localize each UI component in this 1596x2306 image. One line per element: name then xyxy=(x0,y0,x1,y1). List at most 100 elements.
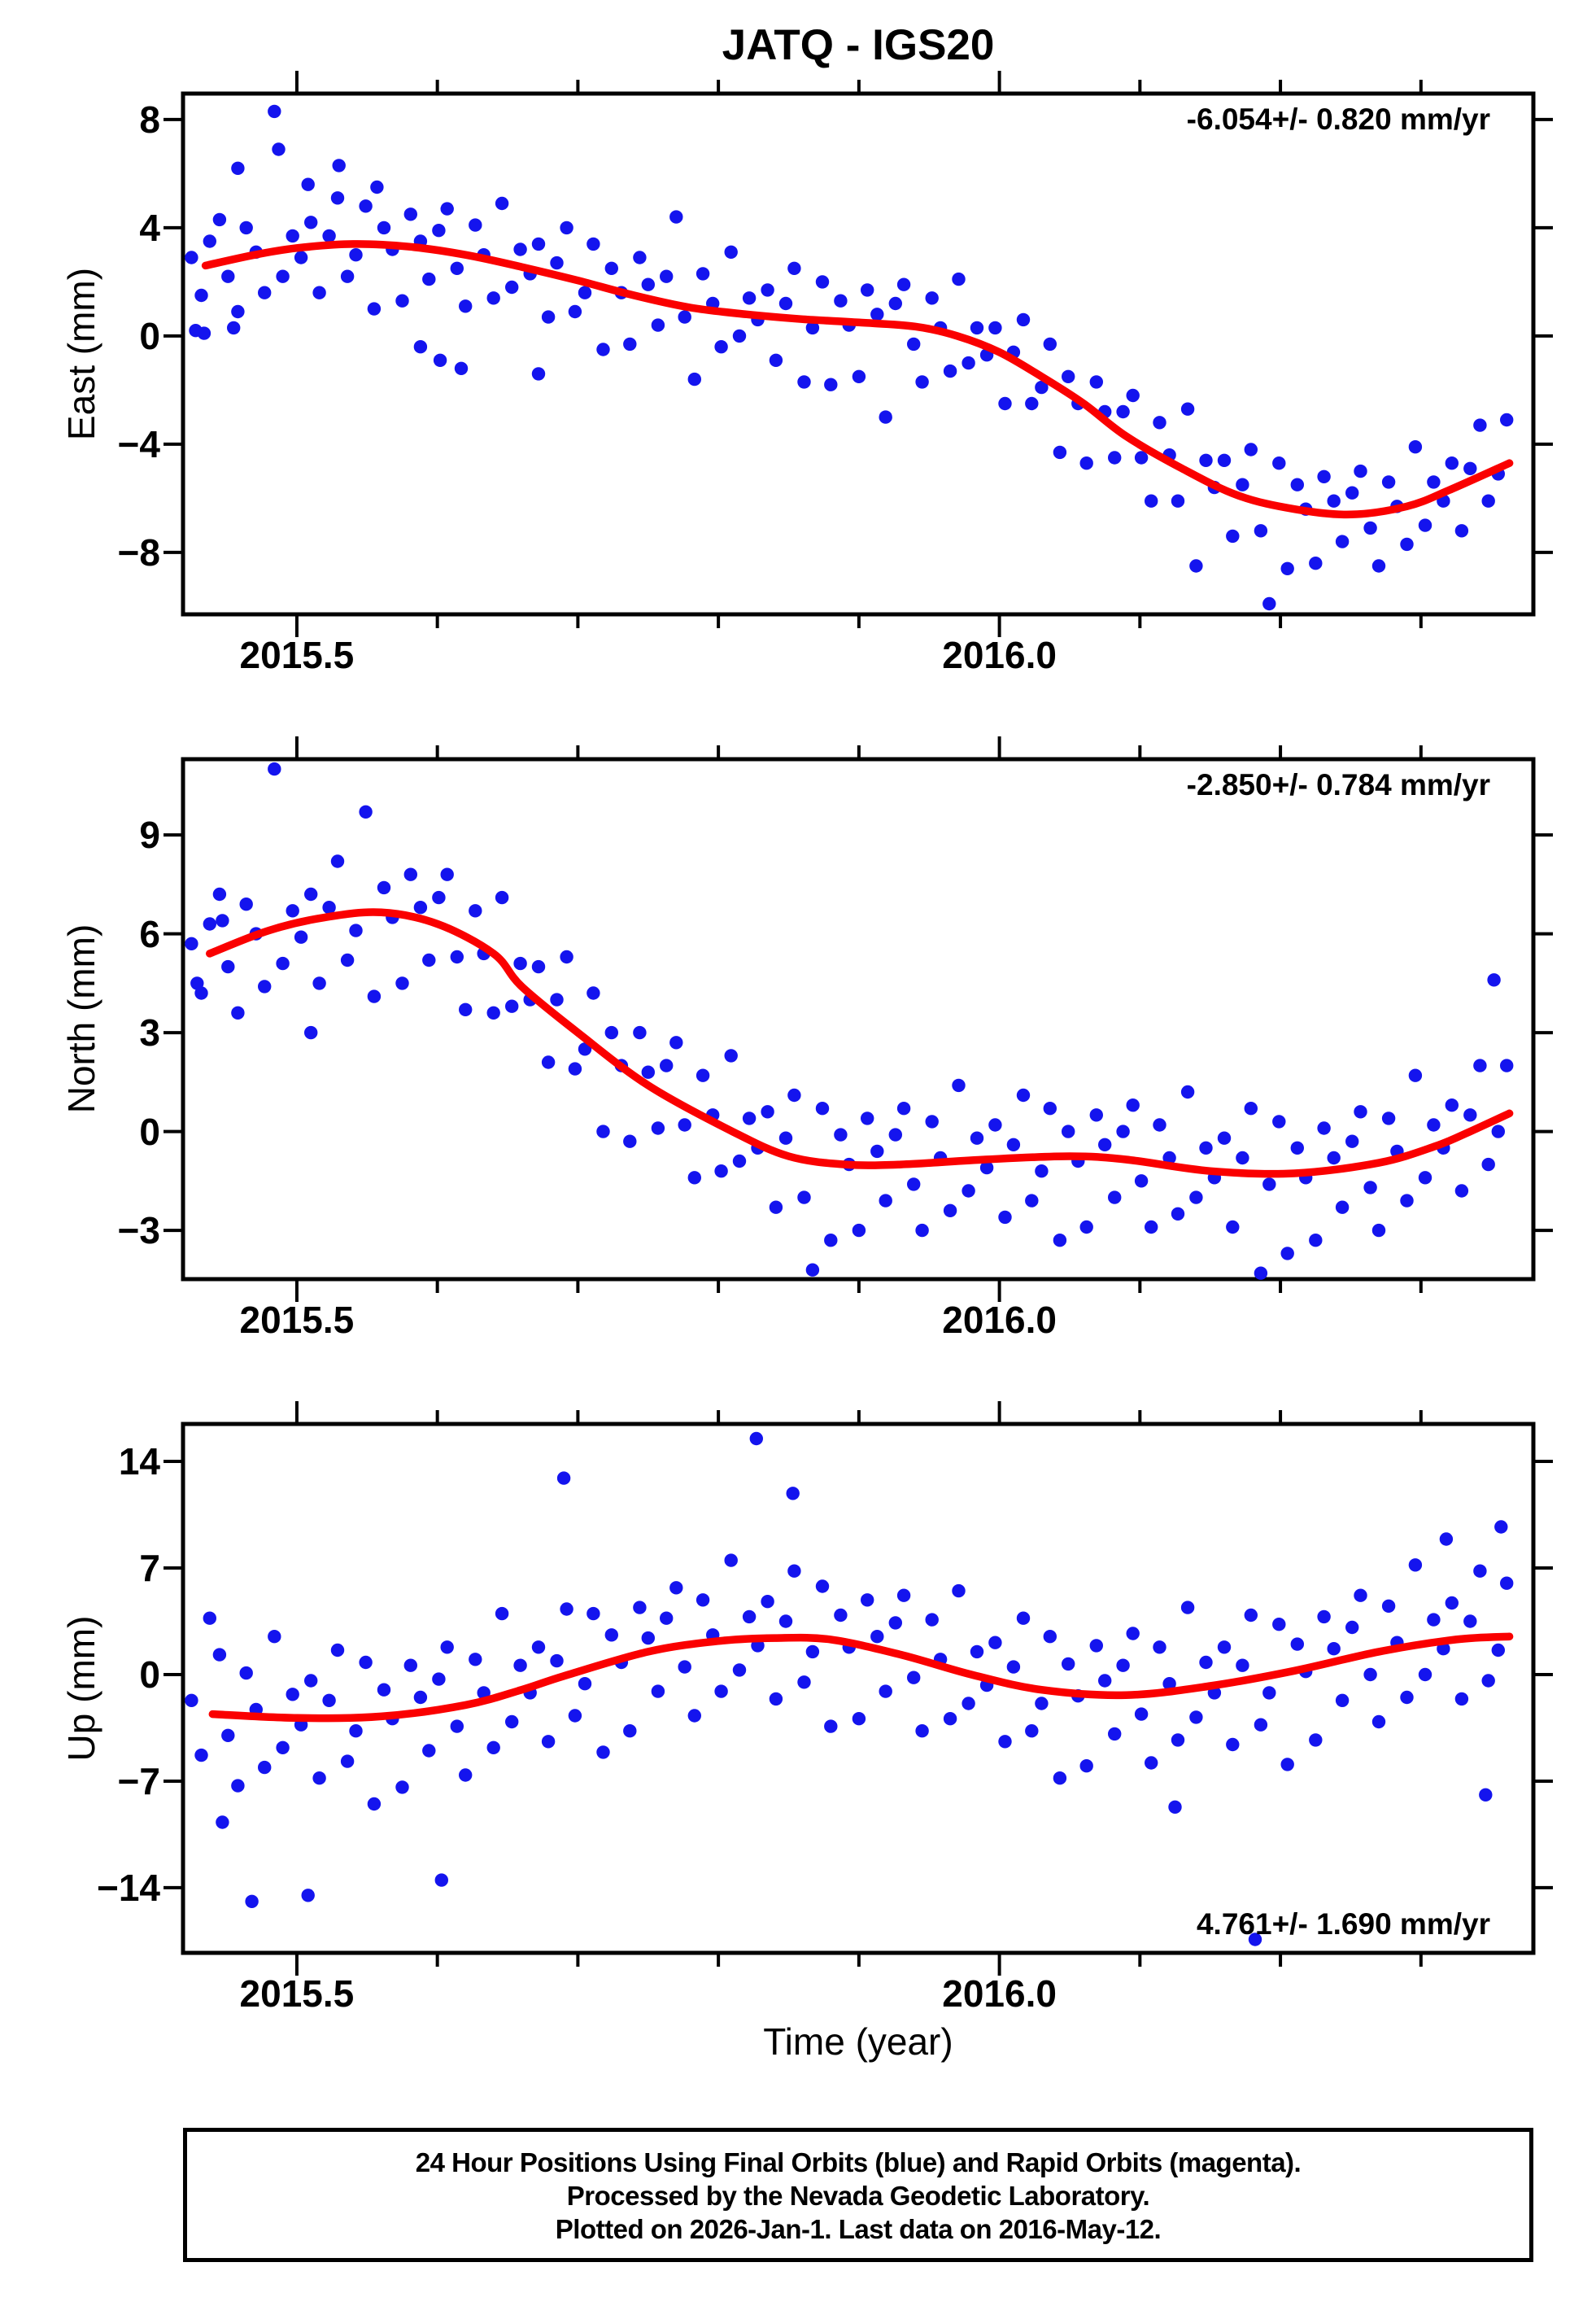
data-point xyxy=(304,1025,318,1040)
data-point xyxy=(769,1200,783,1214)
data-point xyxy=(286,229,299,243)
data-point xyxy=(1487,973,1501,987)
data-point xyxy=(1116,1658,1130,1672)
data-point xyxy=(276,1740,290,1754)
data-point xyxy=(227,321,241,335)
data-point xyxy=(403,867,417,881)
data-point xyxy=(732,1663,747,1677)
data-point xyxy=(495,196,509,211)
x-tick-label-east: 2015.5 xyxy=(239,634,355,676)
data-point xyxy=(1327,1151,1341,1165)
data-point xyxy=(1290,1637,1305,1651)
data-point xyxy=(787,261,801,275)
data-point xyxy=(258,286,272,299)
data-point xyxy=(322,1693,336,1707)
data-point xyxy=(633,251,647,264)
data-point xyxy=(194,288,208,303)
data-point xyxy=(312,976,326,990)
data-point xyxy=(1381,475,1396,489)
data-point xyxy=(1062,1125,1075,1138)
data-point xyxy=(432,1672,446,1686)
data-point xyxy=(742,291,757,305)
data-point xyxy=(1371,1714,1386,1729)
data-point xyxy=(660,1611,674,1625)
data-point xyxy=(669,1581,683,1595)
data-point xyxy=(1199,1655,1213,1670)
data-point xyxy=(1189,1190,1203,1204)
data-point xyxy=(1445,1098,1459,1112)
data-point xyxy=(294,930,308,944)
data-point xyxy=(1354,464,1367,478)
data-point xyxy=(1053,445,1067,460)
data-point xyxy=(272,142,286,156)
data-point xyxy=(1254,524,1268,538)
data-point xyxy=(815,1579,830,1593)
data-point xyxy=(1108,1190,1122,1204)
data-point xyxy=(1254,1266,1268,1280)
data-point xyxy=(633,1025,647,1040)
data-point xyxy=(724,1049,738,1063)
data-point xyxy=(988,1118,1002,1132)
y-tick-label-north: 9 xyxy=(139,814,160,857)
data-point xyxy=(1062,1657,1075,1671)
data-point xyxy=(185,937,198,951)
data-point xyxy=(1454,1184,1469,1198)
data-point xyxy=(422,953,436,967)
data-point xyxy=(786,1487,800,1500)
data-point xyxy=(1345,1620,1359,1635)
data-point xyxy=(623,337,637,352)
data-point xyxy=(286,904,299,918)
data-point xyxy=(1171,1207,1185,1221)
data-point xyxy=(778,1131,793,1145)
data-point xyxy=(1335,1200,1350,1214)
data-point xyxy=(349,248,363,262)
data-point xyxy=(641,1065,655,1079)
data-point xyxy=(952,272,966,286)
data-point xyxy=(660,1059,674,1072)
data-point xyxy=(998,1210,1012,1225)
rate-annotation-up: 4.761+/- 1.690 mm/yr xyxy=(1196,1907,1490,1941)
data-point xyxy=(879,1194,892,1208)
data-point xyxy=(687,1709,701,1723)
data-point xyxy=(596,1745,610,1759)
footer-line-plotted: Plotted on 2026-Jan-1. Last data on 2016… xyxy=(555,2214,1162,2244)
data-point xyxy=(1290,478,1305,491)
data-point xyxy=(1473,418,1487,432)
data-point xyxy=(550,1653,564,1668)
data-point xyxy=(1280,1247,1294,1260)
page-title: JATQ - IGS20 xyxy=(722,21,995,69)
data-point xyxy=(1309,1733,1323,1747)
data-point xyxy=(998,1735,1012,1749)
data-point xyxy=(560,950,573,964)
data-point xyxy=(349,1724,363,1738)
data-point xyxy=(787,1564,801,1578)
data-point xyxy=(1427,1613,1441,1627)
data-point xyxy=(669,1036,683,1050)
data-point xyxy=(1171,494,1185,508)
data-point xyxy=(459,1768,473,1782)
data-point xyxy=(1500,1059,1514,1072)
data-point xyxy=(1363,521,1377,535)
data-point xyxy=(1006,1660,1021,1674)
x-axis-title: Time (year) xyxy=(763,2020,953,2063)
data-point xyxy=(925,1115,939,1129)
data-point xyxy=(742,1609,757,1624)
data-point xyxy=(459,299,473,313)
data-point xyxy=(301,1889,315,1902)
data-point xyxy=(1354,1588,1367,1602)
data-point xyxy=(1098,1138,1112,1152)
data-point xyxy=(231,304,245,319)
data-point xyxy=(1180,1601,1195,1614)
data-point xyxy=(1418,1667,1432,1682)
data-point xyxy=(203,234,216,248)
data-point xyxy=(714,1684,728,1698)
data-point xyxy=(1189,559,1203,573)
y-tick-label-east: 8 xyxy=(139,98,160,141)
data-point xyxy=(1491,1643,1506,1657)
data-point xyxy=(1371,559,1386,573)
data-point xyxy=(1079,456,1093,470)
data-point xyxy=(340,1754,355,1768)
data-point xyxy=(370,180,384,194)
data-point xyxy=(1427,475,1441,489)
